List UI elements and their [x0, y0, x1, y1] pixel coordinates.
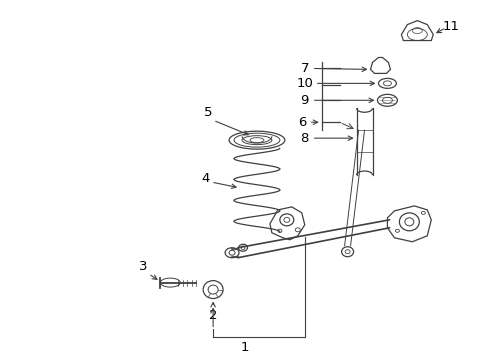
Text: 3: 3	[139, 260, 147, 273]
Text: 10: 10	[296, 77, 312, 90]
Text: 11: 11	[442, 20, 459, 33]
Text: 5: 5	[203, 106, 212, 119]
Text: 9: 9	[300, 94, 308, 107]
Text: 7: 7	[300, 62, 308, 75]
Text: 2: 2	[208, 309, 217, 322]
Text: 6: 6	[298, 116, 306, 129]
Text: 4: 4	[201, 171, 209, 185]
Text: 8: 8	[300, 132, 308, 145]
Text: 1: 1	[240, 341, 249, 354]
